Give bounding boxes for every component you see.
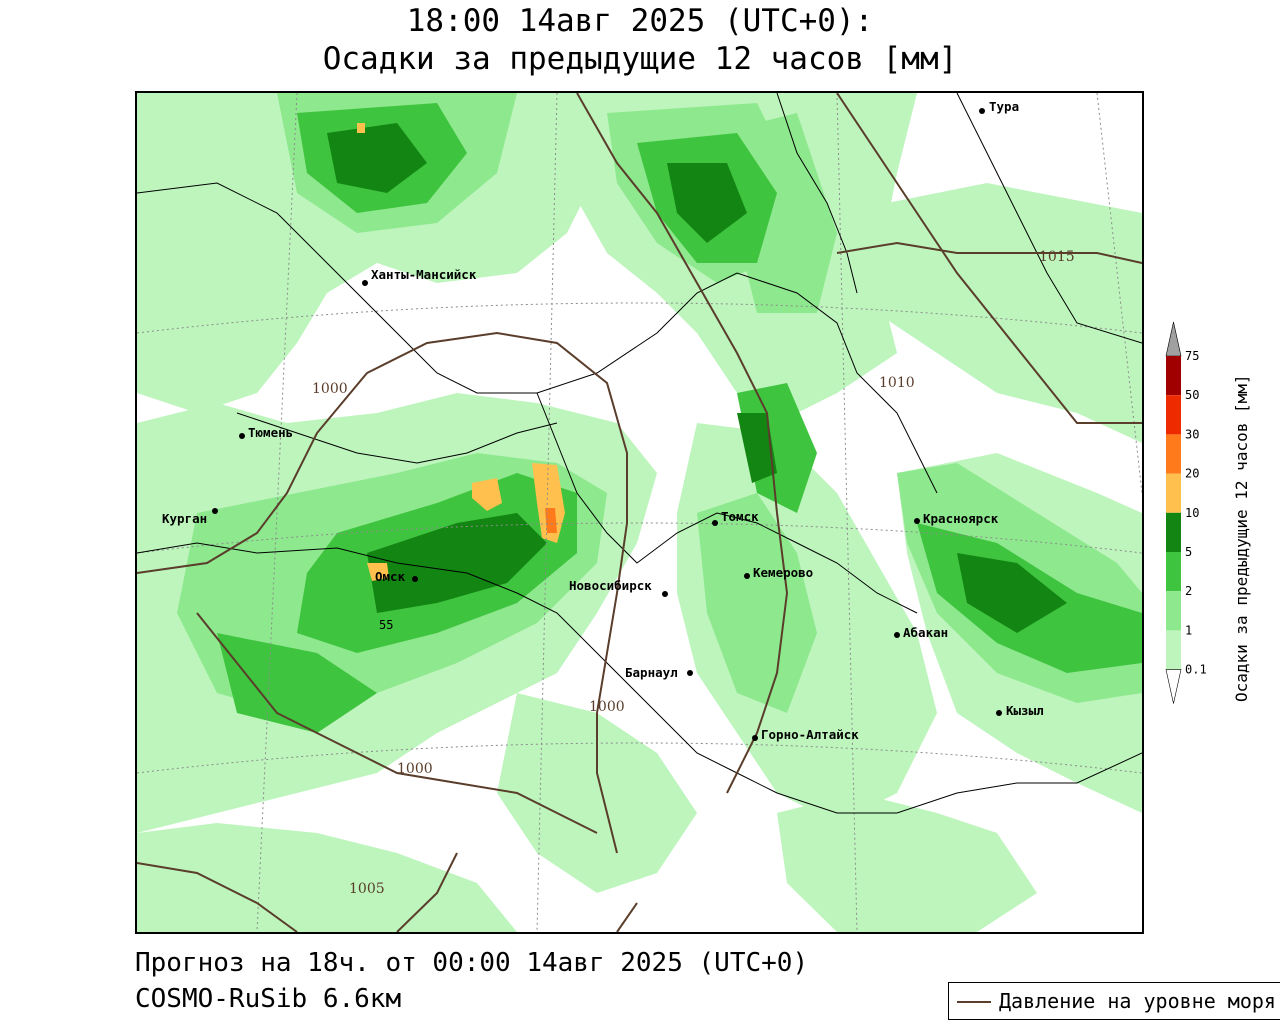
- colorbar-swatch-3: [1166, 512, 1181, 552]
- isobar-label-1005: 1005: [349, 881, 385, 897]
- colorbar-tick-label: 30: [1185, 427, 1199, 441]
- precip-layer-intense: [327, 123, 1067, 633]
- city-label-krasnoyarsk: Красноярск: [923, 511, 999, 526]
- colorbar-swatch-6: [1166, 395, 1181, 435]
- isobar-labels: 1015 1010 1000 1000 1000 1005: [312, 249, 1075, 897]
- pressure-legend-label: Давление на уровне моря: [999, 989, 1276, 1013]
- colorbar-swatch-2: [1166, 552, 1181, 592]
- pressure-legend: Давление на уровне моря: [948, 982, 1280, 1020]
- precip-layer-red: [545, 508, 557, 533]
- colorbar-over-triangle: [1165, 321, 1182, 357]
- colorbar-swatch-7: [1166, 356, 1181, 396]
- colorbar-swatch-4: [1166, 473, 1181, 513]
- latitude-tick-label: 55: [379, 618, 393, 632]
- colorbar-tick-label: 5: [1185, 545, 1192, 559]
- colorbar-swatch-1: [1166, 591, 1181, 631]
- forecast-info: Прогноз на 18ч. от 00:00 14авг 2025 (UTC…: [135, 948, 809, 978]
- isobar-label-1000-southwest: 1000: [397, 761, 433, 777]
- pressure-line-swatch: [957, 1001, 991, 1003]
- city-label-tomsk: Томск: [721, 509, 759, 524]
- isobar-label-1000-west: 1000: [312, 381, 348, 397]
- city-label-omsk: Омск: [375, 569, 406, 584]
- colorbar-under-triangle: [1165, 669, 1182, 704]
- isobar-label-1015: 1015: [1039, 249, 1075, 265]
- precip-layer-orange: [357, 123, 565, 581]
- city-label-abakan: Абакан: [903, 625, 948, 640]
- isobar-label-1000-south: 1000: [589, 699, 625, 715]
- city-labels: Тура Ханты-Мансийск Тюмень Курган Омск Н…: [162, 99, 1044, 742]
- colorbar-tick-label: 10: [1185, 506, 1199, 520]
- precipitation-map: Тура Ханты-Мансийск Тюмень Курган Омск Н…: [135, 91, 1144, 934]
- colorbar-tick-label: 0.1: [1185, 663, 1207, 677]
- city-markers: [212, 108, 1002, 741]
- city-label-barnaul: Барнаул: [625, 665, 678, 680]
- city-label-novosibirsk: Новосибирск: [569, 578, 652, 593]
- borders: [137, 93, 1142, 814]
- city-label-kyzyl: Кызыл: [1006, 703, 1044, 718]
- precipitation-colorbar: 0.1 1 2 5 10 20 30 50 75: [1165, 321, 1207, 704]
- isobar-label-1010: 1010: [879, 375, 915, 391]
- model-info: COSMO-RuSib 6.6км: [135, 984, 402, 1014]
- colorbar-tick-label: 1: [1185, 623, 1192, 637]
- city-label-kurgan: Курган: [162, 511, 207, 526]
- city-label-kemerovo: Кемерово: [753, 565, 813, 580]
- colorbar-swatch-0: [1166, 630, 1181, 670]
- map-title: 18:00 14авг 2025 (UTC+0):: [406, 3, 874, 39]
- isobars: [137, 93, 1142, 932]
- colorbar-tick-label: 75: [1185, 349, 1199, 363]
- city-label-tyumen: Тюмень: [248, 425, 293, 440]
- city-label-gorno-altaysk: Горно-Алтайск: [761, 727, 859, 742]
- colorbar-tick-label: 50: [1185, 388, 1199, 402]
- graticule: [137, 93, 1142, 932]
- city-label-tura: Тура: [989, 99, 1019, 114]
- colorbar-tick-label: 2: [1185, 584, 1192, 598]
- map-subtitle: Осадки за предыдущие 12 часов [мм]: [322, 41, 958, 77]
- colorbar-swatch-5: [1166, 434, 1181, 474]
- colorbar-title: Осадки за предыдущие 12 часов [мм]: [1232, 322, 1260, 702]
- city-label-khanty-mansiysk: Ханты-Мансийск: [371, 267, 477, 282]
- colorbar-title-text: Осадки за предыдущие 12 часов [мм]: [1232, 374, 1251, 702]
- colorbar-tick-label: 20: [1185, 467, 1199, 481]
